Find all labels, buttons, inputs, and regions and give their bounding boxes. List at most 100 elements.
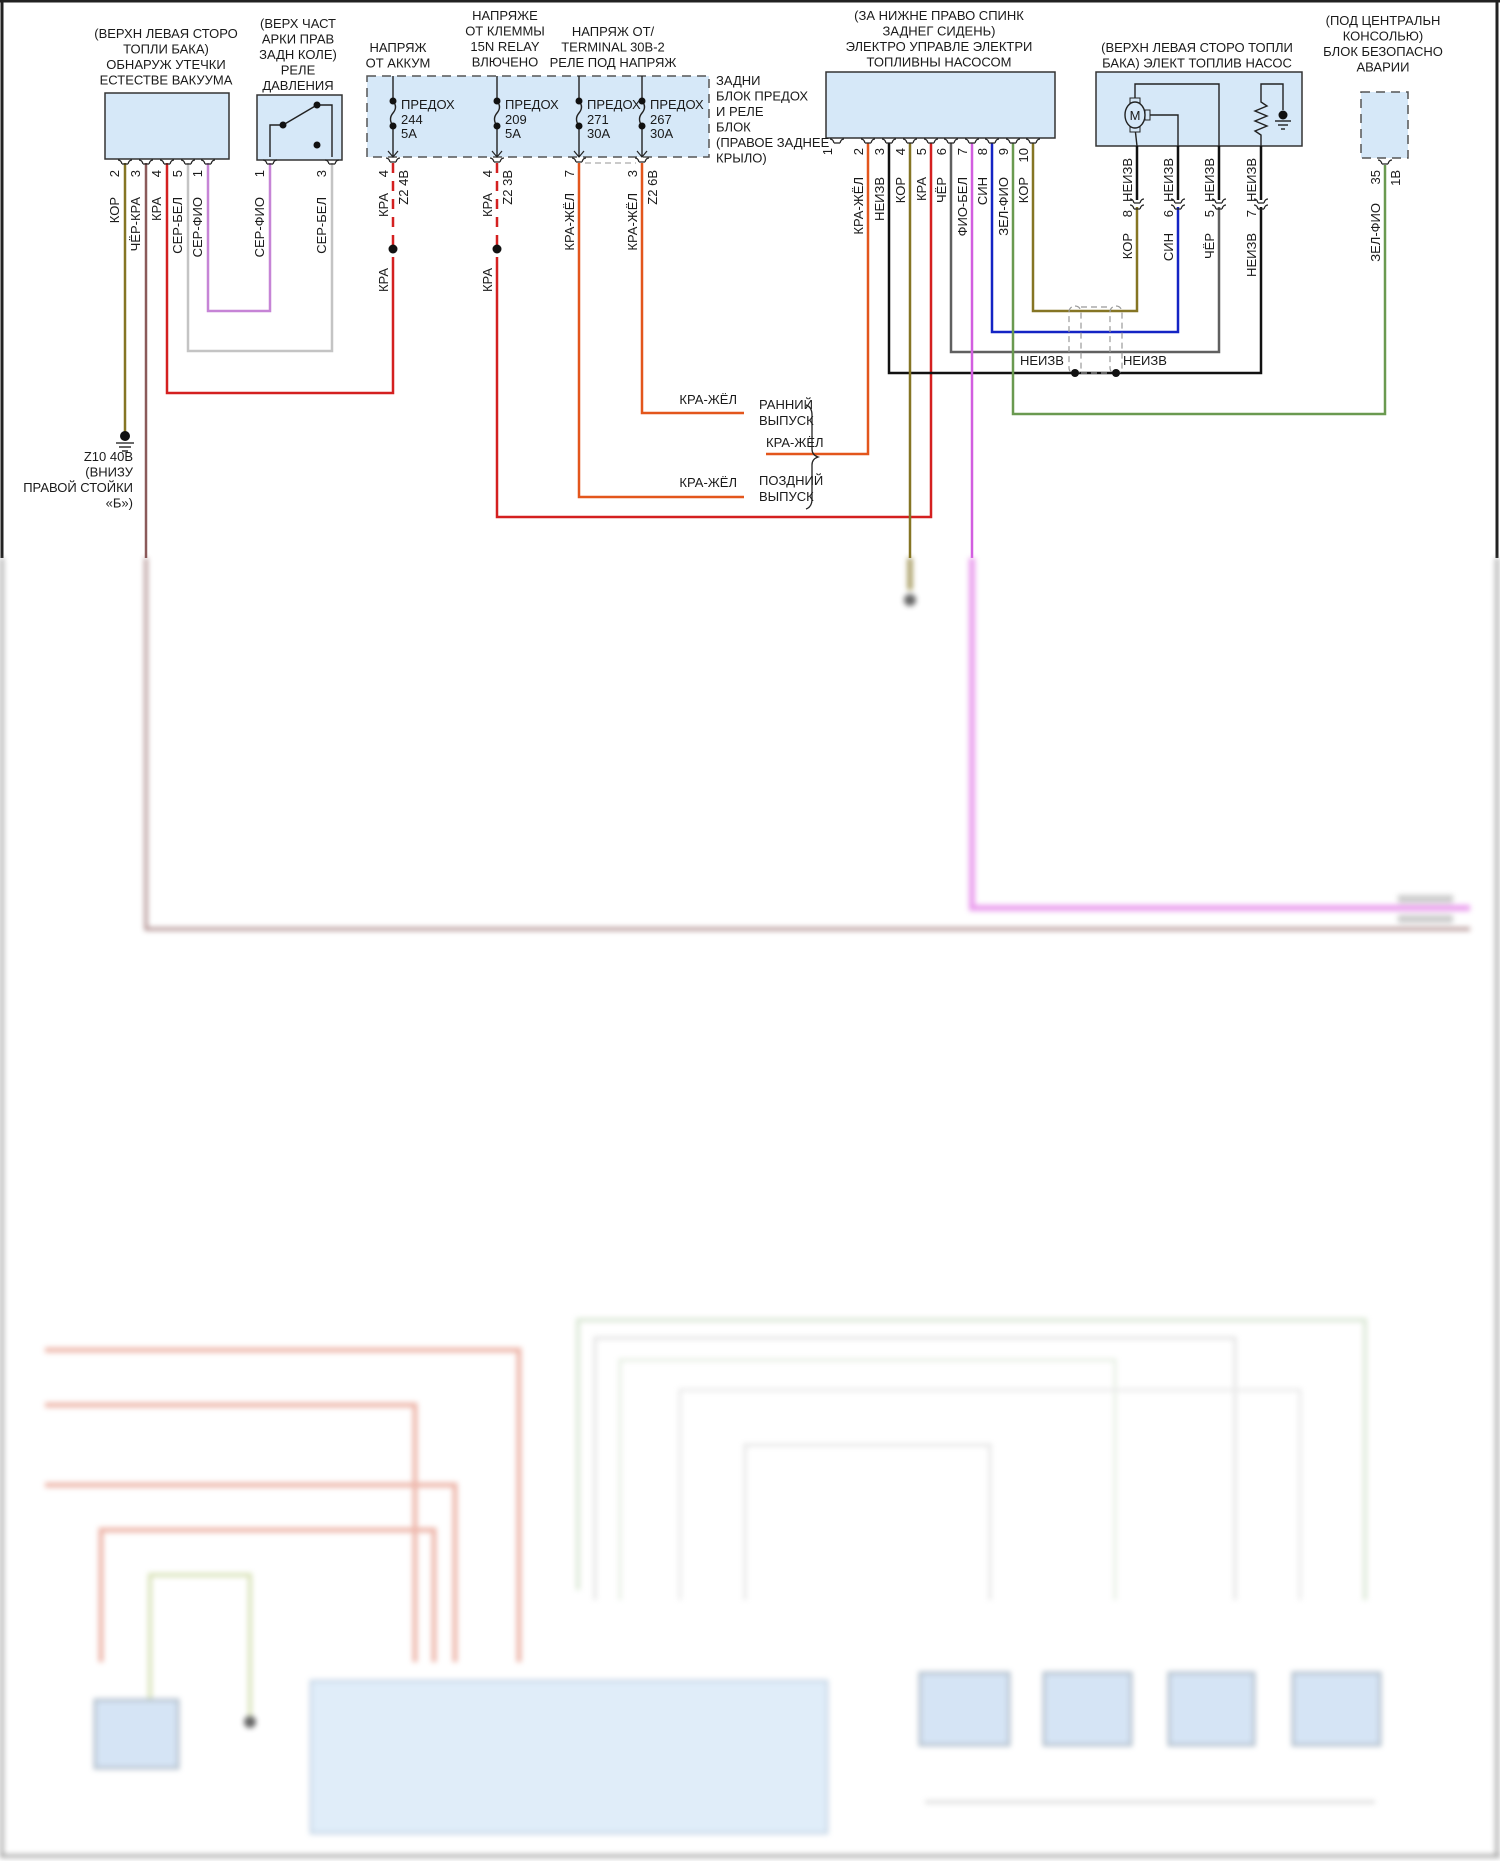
fuel-pump-label: БАКА) ЭЛЕКТ ТОПЛИВ НАСОС [1102, 56, 1292, 71]
vacuum-leak-module-label: ЕСТЕСТВЕ ВАКУУМА [100, 73, 233, 88]
pressure-relay-label: РЕЛЕ [281, 63, 316, 78]
terminal-30b-supply-label: НАПРЯЖ ОТ/ [572, 24, 655, 39]
pin-number: 5 [170, 170, 185, 177]
pressure-relay [256, 94, 343, 161]
pressure-relay-label: ДАВЛЕНИЯ [262, 78, 333, 93]
pressure-relay-label: АРКИ ПРАВ [262, 32, 334, 47]
safety-unit-label: АВАРИИ [1357, 60, 1410, 75]
terminal-30b-supply-label: РЕЛЕ ПОД НАПРЯЖ [550, 55, 677, 70]
wire-color-label: КРА-ЖЁЛ [679, 392, 737, 407]
pin-number: 1 [190, 170, 205, 177]
wire-color-label: КРА-ЖЁЛ [851, 177, 866, 235]
fuse-name: ПРЕДОХ [587, 97, 641, 112]
fuse-rating: 30A [650, 126, 673, 141]
fuel-level-sensor-resistor-icon [1253, 83, 1284, 146]
vacuum-leak-module-label: ОБНАРУЖ УТЕЧКИ [106, 57, 225, 72]
crash-safety-unit [1360, 91, 1409, 159]
wire-color-label: НЕИЗВ [872, 177, 887, 221]
shield-drain-dot [1071, 369, 1079, 377]
safety-unit-label: (ПОД ЦЕНТРАЛЬН [1326, 13, 1441, 28]
pressure-relay-label: ЗАДН КОЛЕ) [259, 47, 337, 62]
pin-number: 5 [914, 148, 929, 155]
pin-number: 6 [1161, 210, 1176, 217]
connector-pin-marks [117, 138, 1393, 210]
pin-number: 8 [975, 148, 990, 155]
battery-supply-label: ОТ АККУМ [366, 56, 431, 71]
fuse-rating: 5A [505, 126, 521, 141]
early-release-label: ВЫПУСК [759, 413, 814, 428]
connector-code: 1В [1388, 170, 1403, 186]
motor-label: M [1130, 108, 1141, 123]
wire-color-label: НЕИЗВ [1202, 158, 1217, 202]
wire-color-label: ЗЕЛ-ФИО [1368, 203, 1383, 262]
fuse-block-label: ЗАДНИ [716, 73, 761, 88]
safety-unit-label: КОНСОЛЬЮ) [1343, 29, 1424, 44]
pin-number: 7 [562, 170, 577, 177]
wire-color-label: КРА-ЖЁЛ [766, 435, 824, 450]
pin-number: 2 [107, 170, 122, 177]
pin-number: 7 [1244, 210, 1259, 217]
shield-drain-dot [1112, 369, 1120, 377]
wire-color-label: КОР [1016, 177, 1031, 203]
fuse-number: 244 [401, 112, 423, 127]
wire-color-label: КОР [893, 177, 908, 203]
connector-code: Z2 3В [500, 170, 515, 205]
fuel-pump-control-unit [825, 71, 1056, 139]
connector-code: Z2 6В [645, 170, 660, 205]
wire-color-label: ЗЕЛ-ФИО [996, 177, 1011, 236]
connector-code: Z2 4В [396, 170, 411, 205]
cable-shield [1068, 305, 1123, 375]
fuse-block-label: (ПРАВОЕ ЗАДНЕЕ [716, 135, 830, 150]
pin-number: 1 [252, 170, 267, 177]
wire-color-label: СИН [1161, 233, 1176, 261]
late-release-label: ВЫПУСК [759, 489, 814, 504]
safety-unit-label: БЛОК БЕЗОПАСНО [1323, 44, 1443, 59]
fuse-name: ПРЕДОХ [505, 97, 559, 112]
wire-color-label: КРА-ЖЁЛ [562, 193, 577, 251]
pin-number: 4 [376, 170, 391, 177]
wires [123, 143, 1387, 558]
wire-color-label: ЧЁР [1202, 233, 1217, 259]
ground-location-label: (ВНИЗУ [85, 465, 133, 480]
fuse-block-label: КРЫЛО) [716, 151, 767, 166]
wire-color-label: СЕР-ФИО [190, 197, 205, 257]
wire-kra-zhel-late [577, 163, 744, 499]
terminal-15n-supply-label: НАПРЯЖЕ [472, 8, 538, 23]
terminal-15n-supply-label: ВЛЮЧЕНО [472, 55, 539, 70]
rear-fuse-relay-block [366, 75, 710, 158]
terminal-15n-supply-label: 15N RELAY [470, 39, 539, 54]
fuse-block-label: БЛОК ПРЕДОХ [716, 89, 808, 104]
pin-number: 3 [872, 148, 887, 155]
fuse-icons [387, 76, 648, 158]
wire-color-label: НЕИЗВ [1120, 158, 1135, 202]
pin-number: 3 [625, 170, 640, 177]
wire-ser-fio [206, 163, 272, 313]
fuel-pump-ecu-label: (ЗА НИЖНЕ ПРАВО СПИНК [854, 8, 1024, 23]
fuse-number: 209 [505, 112, 527, 127]
terminal-15n-supply-label: ОТ КЛЕММЫ [465, 24, 545, 39]
wire-color-label: НЕИЗВ [1244, 233, 1259, 277]
motor-icon [1124, 83, 1220, 147]
fuse-block-label: БЛОК [716, 120, 751, 135]
pin-number: 4 [480, 170, 495, 177]
wire-color-label: ЧЁР [934, 177, 949, 203]
splice-dot [388, 244, 398, 254]
wire-cher [949, 143, 1221, 354]
ground-icon [1275, 110, 1291, 130]
pin-number: 8 [1120, 210, 1135, 217]
wire-color-label: КРА [480, 268, 495, 292]
terminal-30b-supply-label: TERMINAL 30B-2 [561, 40, 665, 55]
pin-number: 9 [996, 148, 1011, 155]
wire-color-label: КРА [914, 177, 929, 201]
wire-color-label: ФИО-БЕЛ [955, 177, 970, 236]
ground-icon [116, 431, 134, 452]
wire-color-label: КРА-ЖЁЛ [679, 475, 737, 490]
wire-kor-pump [1031, 143, 1139, 313]
pin-number: 5 [1202, 210, 1217, 217]
pin-number: 1 [820, 148, 835, 155]
fuel-pump-label: (ВЕРХН ЛЕВАЯ СТОРО ТОПЛИ [1101, 40, 1293, 55]
ground-location-label: ПРАВОЙ СТОЙКИ [23, 480, 133, 495]
pin-number: 2 [851, 148, 866, 155]
